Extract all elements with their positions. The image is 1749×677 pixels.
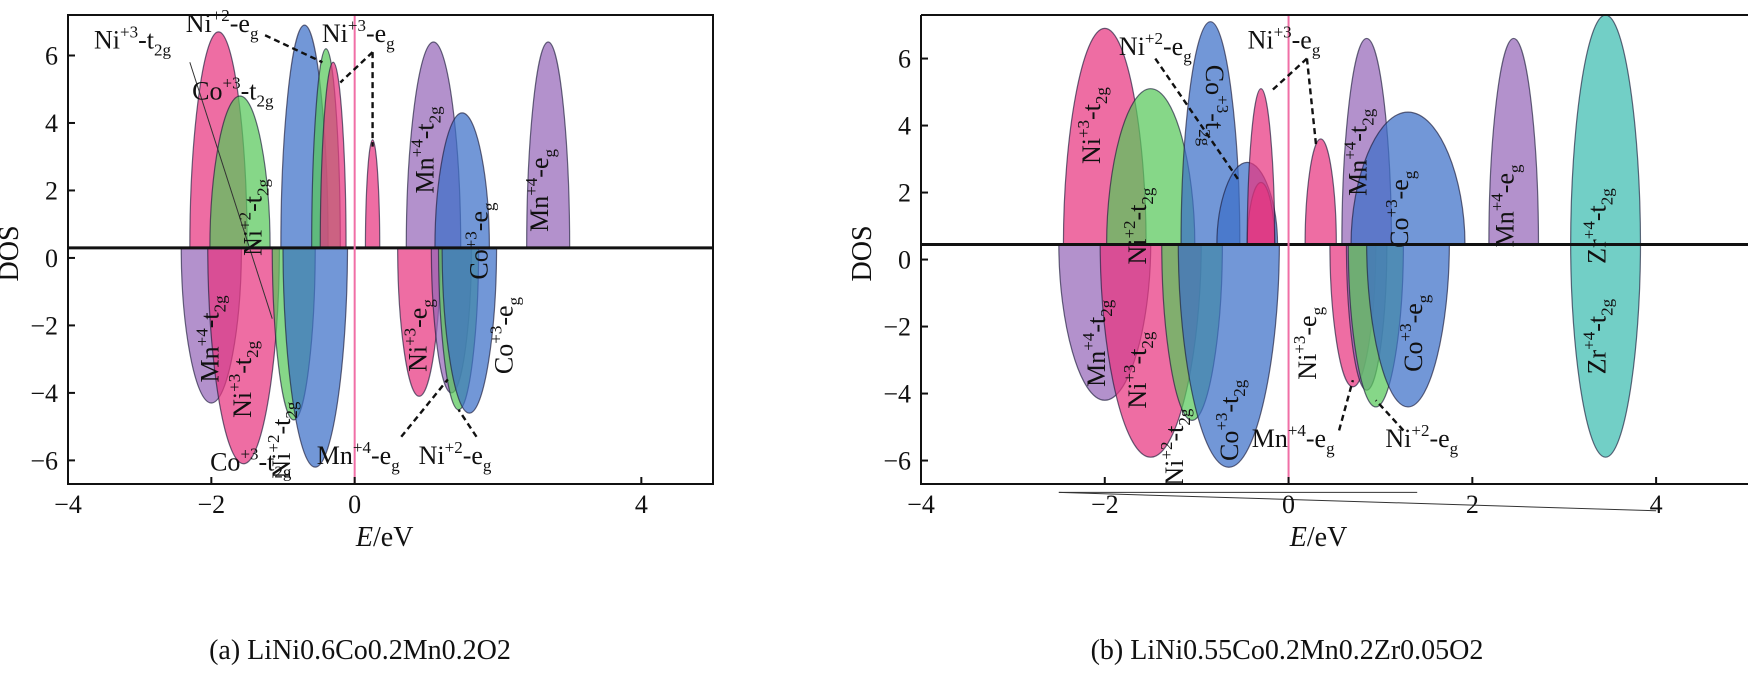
orbital-label-0-4: Ni+2-t2g [236,178,273,255]
orbital-label-1-13: Zr+4-t2g [1580,298,1617,374]
y-tick-label-1-3: 0 [898,246,911,275]
leader-line-0-3 [400,378,449,438]
orbital-label-0-9: Ni+3-t2g [225,340,262,417]
orbital-label-1-11: Ni+3-eg [1290,306,1327,379]
leader-line-1-4 [1374,399,1405,432]
x-tick-label-0-2: 0 [348,490,361,519]
y-axis-title-1: DOS [847,225,878,281]
dos-lobe-1-14 [1177,243,1280,468]
orbital-label-1-8: Zr+4-t2g [1580,188,1617,264]
orbital-label-0-8: Mn+4-t2g [193,295,230,383]
orbital-label-0-11: Co+3-eg [486,296,523,374]
dos-lobe-0-8 [526,41,571,249]
orbital-label-0-3: Co+3-t2g [192,73,274,110]
y-tick-label-0-6: −6 [30,446,58,475]
x-tick-label-0-3: 4 [635,490,648,519]
leader-line-0-4 [457,409,478,438]
dos-lobe-0-1 [209,95,271,249]
y-tick-label-0-3: 0 [45,244,58,273]
dos-lobe-1-18 [1366,243,1450,408]
dos-lobe-1-8 [1350,111,1466,246]
orbital-label-1-0: Ni+3-t2g [1074,87,1111,164]
plot-frame-0 [67,14,714,485]
orbital-label-1-17: Ni+2-eg [1385,421,1458,458]
dos-lobe-0-16 [441,247,498,414]
orbital-label-0-13: Co+3-t2g [210,445,292,482]
leader-line-1-0 [1154,57,1240,180]
caption-panel-b: (b) LiNi0.55Co0.2Mn0.2Zr0.05O2 [1091,635,1484,666]
dos-lobe-1-5 [1246,88,1276,246]
orbital-label-0-12: Ni+2-t2g [264,401,301,478]
thin-line-0-0 [189,62,273,319]
y-tick-label-1-4: −2 [883,313,911,342]
orbital-label-1-10: Ni+3-t2g [1120,331,1157,408]
dos-lobe-0-12 [282,247,349,468]
x-axis-title-0: E/eV [355,522,414,553]
x-tick-label-1-2: 0 [1282,490,1295,519]
y-tick-label-0-4: −2 [30,311,58,340]
orbital-label-0-14: Mn+4-eg [317,438,400,475]
dos-lobe-0-7 [434,112,491,249]
orbital-label-1-1: Ni+2-eg [1119,29,1192,66]
leader-line-1-1 [1269,57,1308,93]
x-tick-label-1-3: 2 [1466,490,1479,519]
panel-a: 6 4 2 0 −2 −4 −6 −4 −2 0 4 DOS E/eV Ni+3-t2g Ni+2-eg Ni… [0,6,714,553]
orbital-label-1-2: Ni+3-eg [1248,23,1321,60]
orbital-label-1-6: Co+3-eg [1382,170,1419,248]
thin-line-1-1 [1058,491,1657,512]
x-tick-label-1-0: −4 [907,490,935,519]
orbital-label-1-5: Mn+4-t2g [1341,108,1378,196]
y-tick-label-0-5: −4 [30,379,58,408]
leader-line-1-3 [1337,379,1355,431]
y-tick-label-1-6: −6 [883,447,911,476]
dos-lobe-1-6 [1304,138,1337,246]
dos-lobe-0-4 [319,61,347,249]
y-tick-label-1-2: 2 [898,179,911,208]
orbital-label-1-9: Mn+4-t2g [1079,299,1116,387]
orbital-label-0-1: Ni+2-eg [186,6,259,43]
leader-line-1-2 [1305,58,1318,146]
leader-line-0-0 [264,34,323,64]
orbital-label-0-15: Ni+2-eg [419,438,492,475]
y-tick-label-0-1: 4 [45,109,58,138]
y-axis-title-0: DOS [0,225,25,281]
orbital-label-0-2: Ni+3-eg [322,16,395,53]
orbital-label-1-4: Ni+2-t2g [1120,187,1157,264]
y-tick-label-1-5: −4 [883,380,911,409]
x-tick-label-1-4: 4 [1650,490,1663,519]
y-tick-label-0-2: 2 [45,176,58,205]
orbital-label-1-12: Co+3-eg [1396,294,1433,372]
orbital-label-1-16: Mn+4-eg [1252,421,1335,458]
orbital-label-1-3: Co+3-t2g [1195,65,1232,147]
orbital-label-1-7: Mn+4-eg [1488,164,1525,247]
y-tick-label-1-1: 4 [898,112,911,141]
orbital-label-0-0: Ni+3-t2g [94,23,171,60]
caption-panel-a: (a) LiNi0.6Co0.2Mn0.2O2 [209,635,511,666]
x-tick-label-1-1: −2 [1091,490,1119,519]
y-tick-label-0-0: 6 [45,41,58,70]
dos-lobe-1-9 [1488,37,1540,246]
orbital-label-1-14: Ni+2-t2g [1157,408,1194,485]
orbital-label-0-6: Co+3-eg [461,202,498,280]
leader-line-0-1 [339,51,374,84]
x-axis-title-1: E/eV [1289,522,1348,553]
y-tick-label-1-0: 6 [898,45,911,74]
orbital-label-1-15: Co+3-t2g [1212,379,1249,461]
dos-lobe-0-5 [364,139,381,249]
orbital-label-0-5: Mn+4-t2g [408,106,445,194]
dos-lobe-1-19 [1570,243,1642,458]
x-tick-label-0-0: −4 [54,490,82,519]
orbital-label-0-10: Ni+3-eg [400,299,437,372]
x-tick-label-0-1: −2 [197,490,225,519]
orbital-label-0-7: Mn+4-eg [522,148,559,231]
